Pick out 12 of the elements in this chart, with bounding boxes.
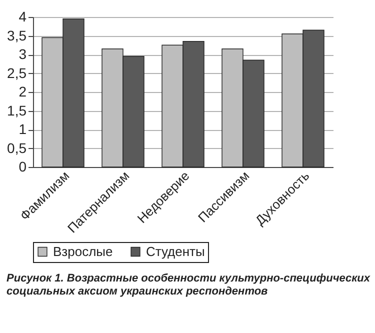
y-tick-label: 3 [18, 46, 27, 62]
y-tick-label: 1 [18, 121, 27, 137]
y-tick-label: 1,5 [7, 102, 27, 118]
y-tick-label: 2,5 [7, 64, 27, 81]
y-tick-label: 4 [18, 8, 27, 24]
legend-label: Студенты [146, 244, 205, 259]
text: Рисунок 1. Возрастные особенности культурно-специфических социальных аксиом украинских респондентов [6, 272, 371, 298]
y-tick-label: 2 [18, 84, 27, 100]
y-tick-label: 0,5 [7, 140, 27, 156]
y-tick-label: 3,5 [7, 27, 27, 44]
legend-label: Взрослые [53, 244, 113, 259]
y-tick-label: 0 [18, 158, 27, 174]
